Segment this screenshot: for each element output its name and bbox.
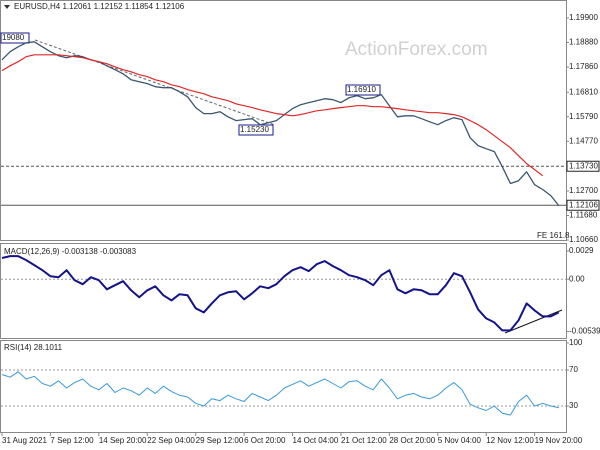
x-tick-label: 7 Sep 12:00 — [50, 436, 94, 445]
x-tick-label: 19 Nov 20:00 — [535, 436, 583, 445]
y-tick-label: 1.15790 — [569, 112, 598, 121]
x-tick-label: 28 Oct 20:00 — [389, 436, 435, 445]
price-label-box — [566, 199, 600, 211]
x-tick-label: 6 Oct 20:00 — [244, 436, 286, 445]
macd-trend-line — [504, 309, 563, 334]
annotation-box — [238, 124, 274, 136]
y-tick-label: 1.10660 — [569, 235, 598, 244]
price-panel — [0, 0, 567, 241]
y-tick-label: 1.11680 — [569, 211, 598, 220]
y-tick-label: 0.00 — [569, 274, 585, 283]
x-tick-label: 14 Oct 04:00 — [293, 436, 339, 445]
y-tick-label: 70 — [569, 365, 578, 374]
price-label: 1.13730 — [569, 161, 598, 170]
menu-icon — [4, 5, 10, 9]
price-label-box — [566, 160, 600, 172]
annotation-box — [345, 84, 381, 96]
x-tick-label: 12 Nov 12:00 — [486, 436, 534, 445]
macd-panel — [0, 243, 567, 339]
annotation: 19080 — [2, 33, 25, 42]
rsi-panel — [0, 340, 567, 433]
x-tick-label: 14 Sep 20:00 — [99, 436, 147, 445]
y-tick-label: 1.17860 — [569, 62, 598, 71]
y-tick-label: 100 — [569, 338, 583, 347]
y-tick-label: 0.0029 — [569, 246, 594, 255]
annotation-box — [0, 32, 30, 44]
rsi-title: RSI(14) 28.1011 — [4, 343, 63, 352]
macd-title: MACD(12,26,9) -0.003138 -0.003083 — [4, 247, 137, 256]
annotation: FE 161.8 — [537, 231, 570, 240]
annotation: 1.16910 — [347, 85, 376, 94]
y-tick-label: 1.18880 — [569, 38, 598, 47]
y-tick-label: 1.16810 — [569, 87, 598, 96]
series-line — [1, 371, 559, 416]
series-line — [1, 255, 560, 332]
watermark: ActionForex.com — [345, 39, 488, 60]
x-tick-label: 21 Oct 12:00 — [341, 436, 387, 445]
y-tick-label: 1.12700 — [569, 186, 598, 195]
chart-title: EURUSD,H4 1.12061 1.12152 1.11854 1.1210… — [14, 2, 185, 11]
price-label: 1.12106 — [569, 200, 598, 209]
x-tick-label: 5 Nov 04:00 — [438, 436, 482, 445]
trend-line — [34, 39, 276, 126]
x-tick-label: 29 Sep 12:00 — [196, 436, 244, 445]
x-tick-label: 22 Sep 04:00 — [147, 436, 195, 445]
annotation: 1.15230 — [240, 125, 269, 134]
x-tick-label: 31 Aug 2021 — [2, 436, 47, 445]
series-line — [1, 54, 544, 177]
y-tick-label: 1.14770 — [569, 136, 598, 145]
y-tick-label: 1.19900 — [569, 13, 598, 22]
y-tick-label: -0.005396 — [569, 327, 600, 336]
y-tick-label: 30 — [569, 401, 578, 410]
